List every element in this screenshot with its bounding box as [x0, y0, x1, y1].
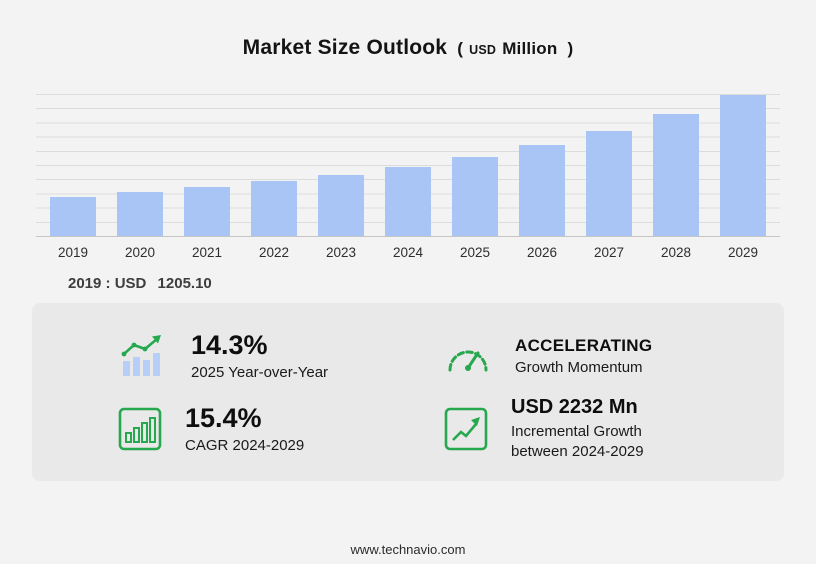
base-year-label: 2019 : USD [68, 275, 147, 292]
stat-incremental-value: USD 2232 Mn [511, 396, 638, 418]
x-tick-label: 2026 [526, 245, 558, 260]
bar-2024 [385, 167, 431, 236]
chart-title: Market Size Outlook ( USD Million ) [0, 36, 816, 60]
bar-2019 [50, 197, 96, 236]
bar-2029 [720, 95, 766, 236]
bar-chart-box-icon [118, 407, 162, 450]
x-tick-label: 2023 [325, 245, 357, 260]
base-year-annotation: 2019 : USD 1205.10 [68, 275, 816, 292]
stat-cagr-label: CAGR 2024-2029 [185, 437, 305, 454]
stat-cagr-text: 15.4% CAGR 2024-2029 [185, 403, 304, 454]
stat-yoy: 14.3% 2025 Year-over-Year [32, 319, 398, 392]
x-tick-label: 2025 [459, 245, 491, 260]
speedometer-icon [448, 350, 488, 371]
chart-title-paren-close: ) [567, 39, 574, 58]
x-tick-label: 2029 [727, 245, 759, 260]
bar-2027 [586, 130, 632, 236]
stat-incremental-label: Incremental Growth between 2024-2029 [511, 423, 644, 460]
chart-title-unit: Million [502, 39, 558, 58]
x-axis-labels: 2019 2020 2021 2022 2023 2024 2025 2026 2027 2028… [36, 245, 780, 260]
x-tick-label: 2019 [57, 245, 89, 260]
chart-title-paren-open: ( [457, 39, 464, 58]
bar-chart-growth-icon [121, 334, 161, 376]
stat-yoy-label: 2025 Year-over-Year [191, 364, 329, 381]
stats-panel: 14.3% 2025 Year-over-Year ACCELERATING G… [32, 303, 784, 481]
stat-momentum-label: Growth Momentum [515, 358, 643, 376]
chart-title-main: Market Size Outlook [242, 36, 448, 59]
bar-chart-plot-area [36, 94, 780, 237]
x-tick-label: 2027 [593, 245, 625, 260]
stat-yoy-value: 14.3% [191, 330, 268, 360]
bar-chart: 2019 2020 2021 2022 2023 2024 2025 2026 2027 2028… [36, 94, 780, 260]
x-tick-label: 2021 [191, 245, 223, 260]
stat-incremental-text: USD 2232 Mn Incremental Growth between 2… [511, 396, 689, 461]
trend-arrow-box-icon [444, 407, 488, 450]
bar-2025 [452, 157, 498, 236]
stat-cagr-value: 15.4% [185, 403, 262, 433]
bar-2022 [251, 181, 297, 236]
base-year-value: 1205.10 [157, 275, 212, 292]
stat-incremental: USD 2232 Mn Incremental Growth between 2… [398, 392, 764, 465]
footer: www.technavio.com [0, 542, 816, 557]
stat-momentum-value: ACCELERATING [515, 335, 653, 355]
x-tick-label: 2022 [258, 245, 290, 260]
bar-2026 [519, 144, 565, 236]
bar-2020 [117, 192, 163, 236]
bar-2023 [318, 174, 364, 236]
x-tick-label: 2028 [660, 245, 692, 260]
bar-2028 [653, 114, 699, 236]
stat-momentum-text: ACCELERATING Growth Momentum [515, 336, 652, 376]
stat-cagr: 15.4% CAGR 2024-2029 [32, 392, 398, 465]
chart-title-currency: USD [469, 43, 497, 57]
footer-link[interactable]: www.technavio.com [350, 542, 466, 557]
stat-yoy-text: 14.3% 2025 Year-over-Year [191, 330, 328, 381]
x-tick-label: 2024 [392, 245, 424, 260]
stat-momentum: ACCELERATING Growth Momentum [398, 319, 764, 392]
bar-2021 [184, 187, 230, 236]
x-tick-label: 2020 [124, 245, 156, 260]
page: { "title": { "main": "Market Size Outloo… [0, 36, 816, 564]
